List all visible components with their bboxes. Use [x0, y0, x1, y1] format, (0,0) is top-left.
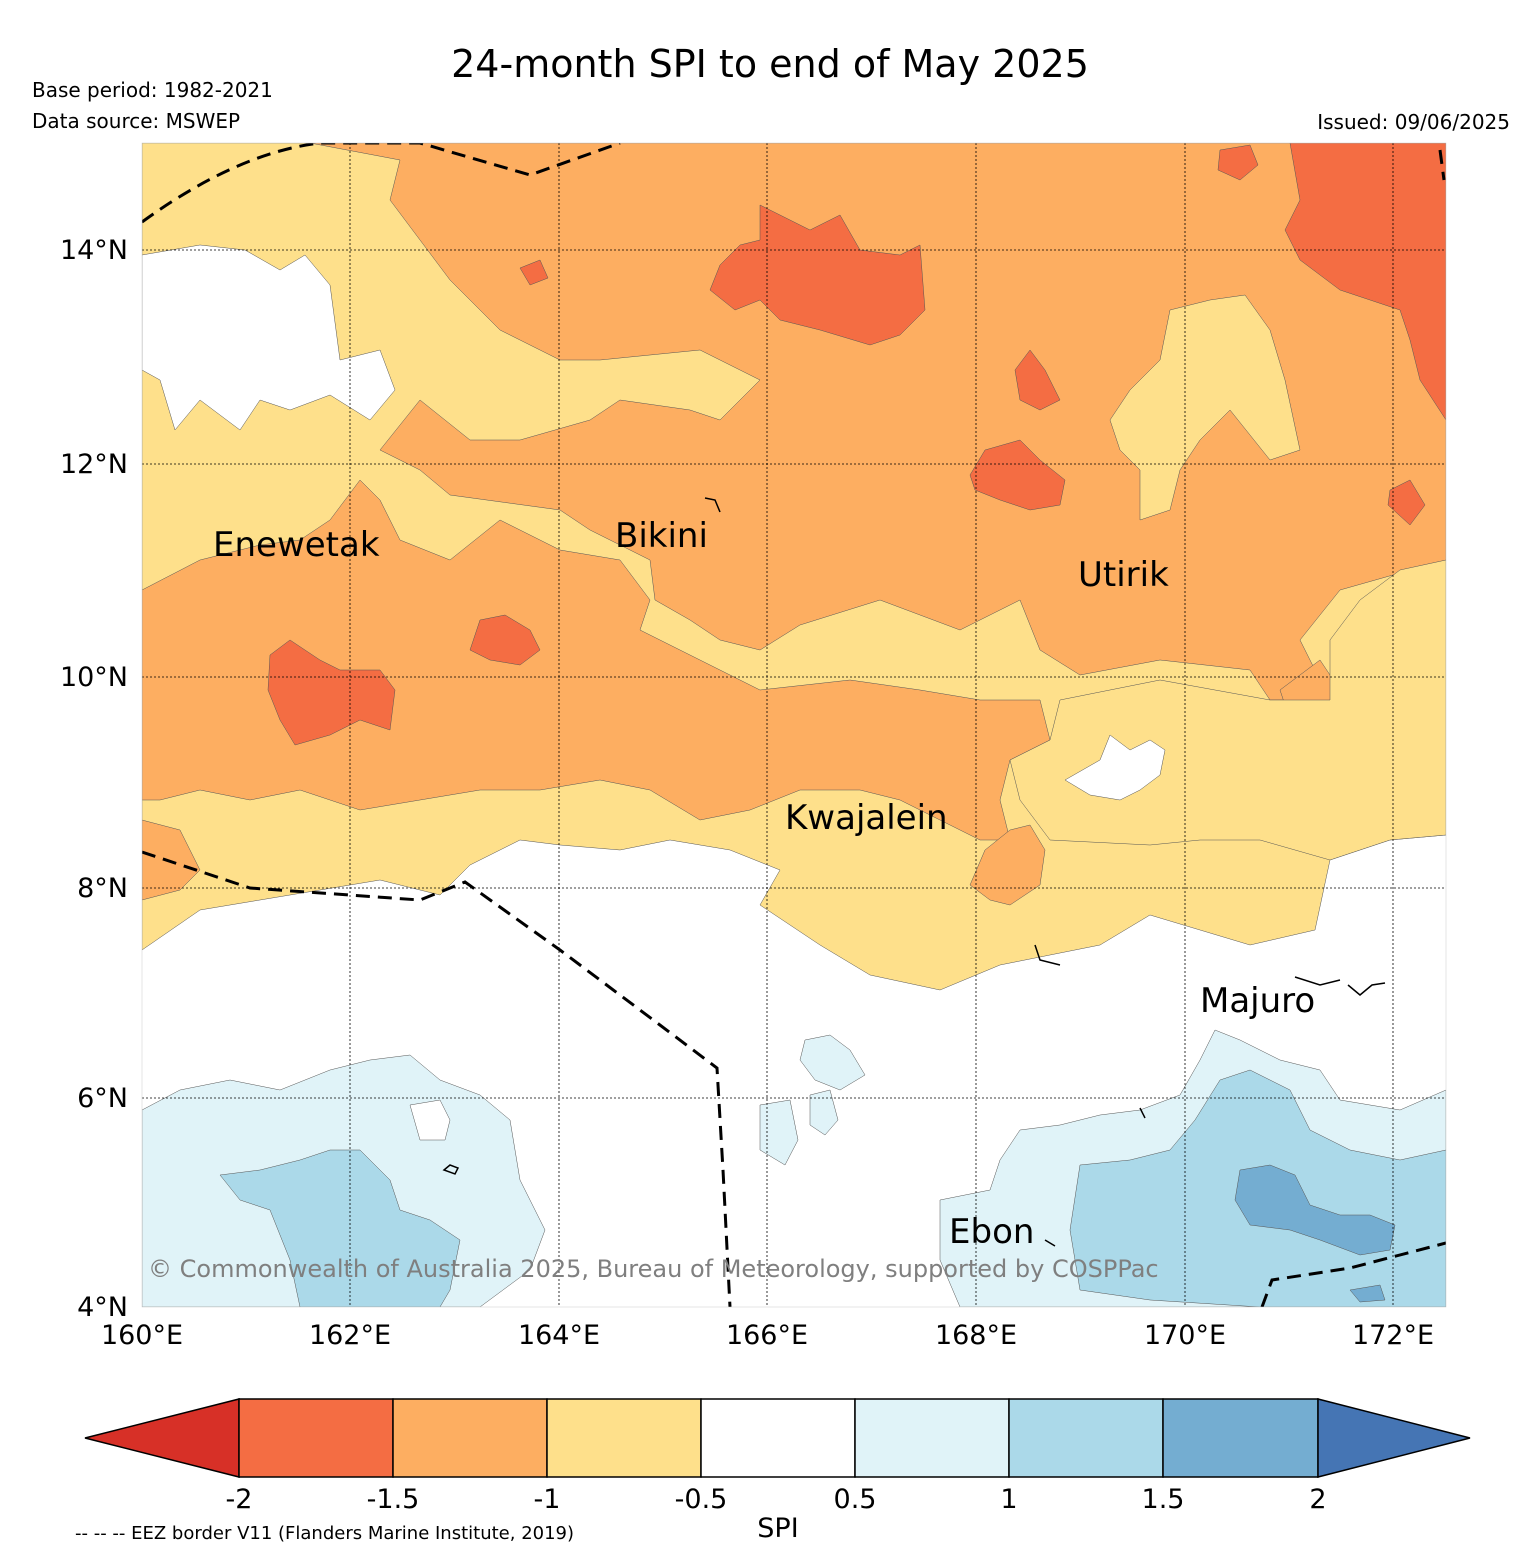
issued-date-text: Issued: 09/06/2025	[1317, 110, 1510, 134]
colorbar-tick-label: 2	[1309, 1484, 1326, 1515]
eez-border-note: -- -- -- EEZ border V11 (Flanders Marine…	[75, 1523, 575, 1544]
eez-borders	[142, 143, 1446, 1307]
spi-band-lightblue-c3	[809, 1089, 839, 1136]
colorbar-tick-label: 1	[1000, 1484, 1017, 1515]
place-label-kwajalein: Kwajalein	[785, 798, 948, 838]
lon-label: 172°E	[1352, 1320, 1434, 1351]
colorbar-tick-label: -2	[226, 1484, 253, 1515]
spi-band-white-pocket	[1064, 734, 1166, 801]
colorbar-segment	[854, 1398, 1010, 1478]
colorbar-tick-label: 0.5	[834, 1484, 877, 1515]
place-label-utirik: Utirik	[1078, 555, 1169, 595]
spi-band-red-5	[1014, 349, 1061, 411]
colorbar-segment	[238, 1398, 394, 1478]
base-period-text: Base period: 1982-2021	[32, 78, 273, 102]
spi-band-darkblue-2	[1349, 1284, 1386, 1303]
lon-label: 166°E	[726, 1320, 808, 1351]
spi-band-red-7	[1387, 479, 1426, 526]
spi-band-orange-sw	[142, 819, 201, 901]
colorbar-segment	[392, 1398, 548, 1478]
map-gridlines	[142, 143, 1446, 1307]
spi-band-red-ne	[1284, 143, 1446, 421]
latitude-labels: 14°N 12°N 10°N 8°N 6°N 4°N	[60, 235, 128, 1323]
colorbar-tick-label: 1.5	[1142, 1484, 1185, 1515]
colorbar-segment	[1317, 1398, 1471, 1478]
map-title: 24-month SPI to end of May 2025	[451, 42, 1089, 86]
spi-band-orange-kwaj	[969, 824, 1046, 906]
lat-label: 14°N	[60, 235, 128, 266]
place-label-ebon: Ebon	[949, 1212, 1034, 1252]
lat-label: 6°N	[77, 1083, 128, 1114]
colorbar-segment	[546, 1398, 702, 1478]
colorbar-tick-label: -1.5	[367, 1484, 420, 1515]
lat-label: 8°N	[77, 873, 128, 904]
lat-label: 4°N	[77, 1292, 128, 1323]
colorbar-label: SPI	[757, 1513, 799, 1544]
lon-label: 160°E	[101, 1320, 183, 1351]
spi-band-red-6	[1217, 144, 1259, 181]
spi-band-lightblue-c2	[759, 1099, 799, 1166]
spi-band-red-8	[519, 259, 549, 286]
copyright-text: © Commonwealth of Australia 2025, Bureau…	[148, 1255, 1159, 1283]
colorbar-segment	[1008, 1398, 1164, 1478]
lat-label: 12°N	[60, 449, 128, 480]
colorbar-tick-label: -1	[534, 1484, 561, 1515]
colorbar-segment	[84, 1398, 240, 1478]
spi-band-yellow-utirik	[1109, 294, 1301, 521]
place-label-bikini: Bikini	[615, 516, 708, 556]
lon-label: 162°E	[309, 1320, 391, 1351]
lon-label: 170°E	[1144, 1320, 1226, 1351]
colorbar-segment	[1162, 1398, 1319, 1478]
spi-band-red-3	[469, 614, 541, 666]
longitude-labels: 160°E 162°E 164°E 166°E 168°E 170°E 172°…	[101, 1320, 1434, 1351]
spi-colorbar	[84, 1398, 1471, 1478]
place-label-enewetak: Enewetak	[213, 525, 380, 565]
spi-band-red-4	[969, 439, 1066, 511]
spi-band-white-nw	[142, 244, 396, 431]
lat-label: 10°N	[60, 662, 128, 693]
map-frame	[141, 142, 1447, 1308]
atoll-outlines	[442, 497, 1386, 1247]
spi-band-midblue-w	[219, 1149, 461, 1307]
spi-band-red-1	[709, 204, 926, 346]
spi-band-red-2	[267, 639, 396, 746]
colorbar-segment	[700, 1398, 856, 1478]
spi-band-orange	[309, 143, 1446, 701]
spi-band-lightblue-c1	[799, 1034, 866, 1091]
spi-band-white-w	[409, 1099, 451, 1141]
place-label-majuro: Majuro	[1200, 981, 1315, 1021]
spi-field	[142, 143, 1446, 1307]
data-source-text: Data source: MSWEP	[32, 109, 241, 133]
lon-label: 168°E	[935, 1320, 1017, 1351]
colorbar-tick-label: -0.5	[675, 1484, 728, 1515]
colorbar-ticks: -2 -1.5 -1 -0.5 0.5 1 1.5 2	[226, 1484, 1327, 1515]
place-labels: Enewetak Bikini Utirik Kwajalein Majuro …	[213, 516, 1315, 1252]
spi-band-darkblue	[1234, 1164, 1396, 1256]
lon-label: 164°E	[518, 1320, 600, 1351]
